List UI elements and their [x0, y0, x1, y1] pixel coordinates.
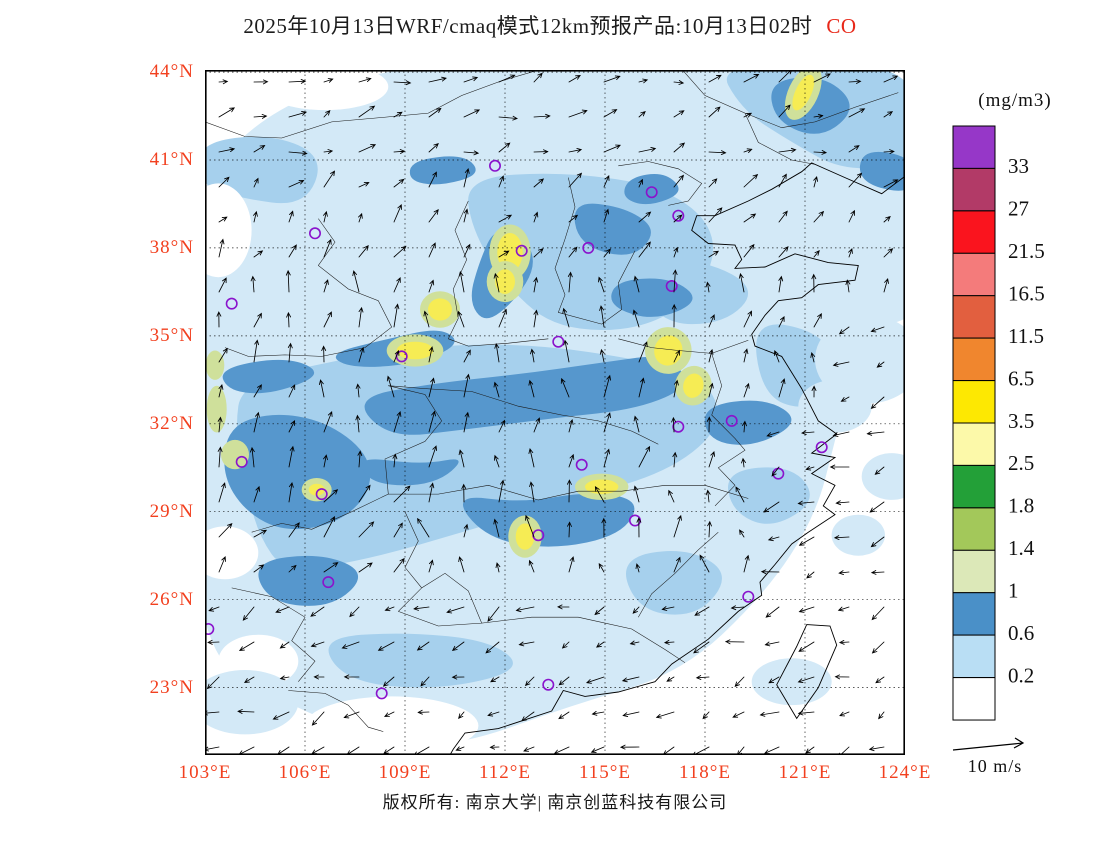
lon-tick-label: 112°E: [479, 762, 531, 783]
grid-lines: [205, 70, 905, 755]
colorbar-swatch: [952, 464, 996, 509]
station-marker: [515, 244, 528, 257]
station-marker: [375, 687, 388, 700]
colorbar-level-label: 1.8: [1008, 494, 1034, 518]
station-marker: [225, 297, 238, 310]
colorbar-level-label: 27: [1008, 197, 1029, 221]
station-marker: [235, 455, 248, 468]
lon-tick-label: 106°E: [278, 762, 332, 783]
lat-tick-label: 41°N: [149, 148, 194, 170]
colorbar-level-label: 11.5: [1008, 324, 1044, 348]
lat-tick-label: 26°N: [149, 588, 194, 610]
lon-tick-label: 115°E: [579, 762, 631, 783]
lon-tick-label: 109°E: [378, 762, 432, 783]
chart-title-text: 2025年10月13日WRF/cmaq模式12km预报产品:10月13日02时: [243, 14, 813, 38]
wind-scale-arrow-icon: [952, 737, 1025, 751]
colorbar: 33 27 21.5 16.5 11.5 6.5 3.5 2.5 1.8 1.4 1 0.6 0.2: [952, 125, 1045, 721]
colorbar-swatch: [952, 210, 996, 254]
station-marker: [309, 227, 322, 240]
lon-tick-label: 121°E: [778, 762, 832, 783]
map-frame: [205, 70, 905, 755]
station-marker: [742, 590, 755, 603]
station-marker: [205, 623, 215, 635]
station-marker: [672, 420, 685, 433]
colorbar-swatch: [952, 295, 996, 339]
station-marker: [542, 678, 555, 691]
legend-unit-label: (mg/m3): [978, 90, 1052, 111]
colorbar-swatch: [952, 422, 996, 466]
station-marker: [552, 335, 565, 348]
colorbar-level-label: 1.4: [1008, 536, 1035, 560]
colorbar-level-label: 21.5: [1008, 239, 1045, 263]
chart-title: 2025年10月13日WRF/cmaq模式12km预报产品:10月13日02时 C…: [40, 10, 1060, 40]
station-marker: [488, 159, 501, 172]
colorbar-level-label: 0.6: [1008, 621, 1034, 645]
colorbar-level-label: 2.5: [1008, 451, 1034, 475]
lon-tick-label: 124°E: [878, 762, 932, 783]
wind-arrows-layer: [205, 70, 899, 755]
colorbar-level-label: 33: [1008, 154, 1029, 178]
colorbar-swatch: [952, 125, 996, 169]
station-marker: [645, 186, 658, 199]
colorbar-swatch: [952, 634, 996, 679]
lat-tick-label: 29°N: [149, 500, 194, 522]
colorbar-swatch: [952, 252, 996, 297]
lon-tick-label: 103°E: [178, 762, 232, 783]
map-layers: [205, 70, 905, 755]
forecast-map: [205, 70, 905, 755]
coastline: [449, 162, 905, 755]
colorbar-level-label: 3.5: [1008, 409, 1034, 433]
colorbar-swatch: [952, 380, 996, 424]
colorbar-swatch: [952, 507, 996, 551]
wind-scale: 10 m/s: [945, 736, 1055, 784]
lon-tick-label: 118°E: [679, 762, 731, 783]
species-label: CO: [826, 14, 857, 38]
wind-scale-label: 10 m/s: [967, 756, 1023, 776]
colorbar-level-label: 0.2: [1008, 663, 1034, 687]
lat-tick-label: 44°N: [149, 61, 194, 83]
station-marker: [725, 414, 738, 427]
lat-tick-label: 38°N: [149, 236, 194, 258]
lat-tick-label: 32°N: [149, 412, 194, 434]
colorbar-legend: 33 27 21.5 16.5 11.5 6.5 3.5 2.5 1.8 1.4 1 0.6 0.2: [952, 125, 1100, 725]
lat-tick-label: 23°N: [149, 676, 194, 698]
lat-tick-label: 35°N: [149, 324, 194, 346]
station-marker: [582, 241, 595, 254]
colorbar-level-label: 16.5: [1008, 282, 1045, 306]
colorbar-swatch: [952, 677, 996, 721]
station-marker: [815, 441, 828, 454]
colorbar-swatch: [952, 549, 996, 594]
station-marker: [315, 488, 328, 501]
station-marker: [665, 280, 678, 293]
co-field-layer: [205, 70, 905, 755]
colorbar-swatch: [952, 592, 996, 636]
station-marker: [672, 209, 685, 222]
colorbar-level-label: 6.5: [1008, 366, 1034, 390]
station-marker: [322, 576, 335, 589]
colorbar-swatch: [952, 337, 996, 382]
colorbar-swatch: [952, 167, 996, 212]
station-marker: [575, 458, 588, 471]
copyright: 版权所有: 南京大学| 南京创蓝科技有限公司: [382, 793, 728, 812]
colorbar-level-label: 1: [1008, 579, 1019, 603]
